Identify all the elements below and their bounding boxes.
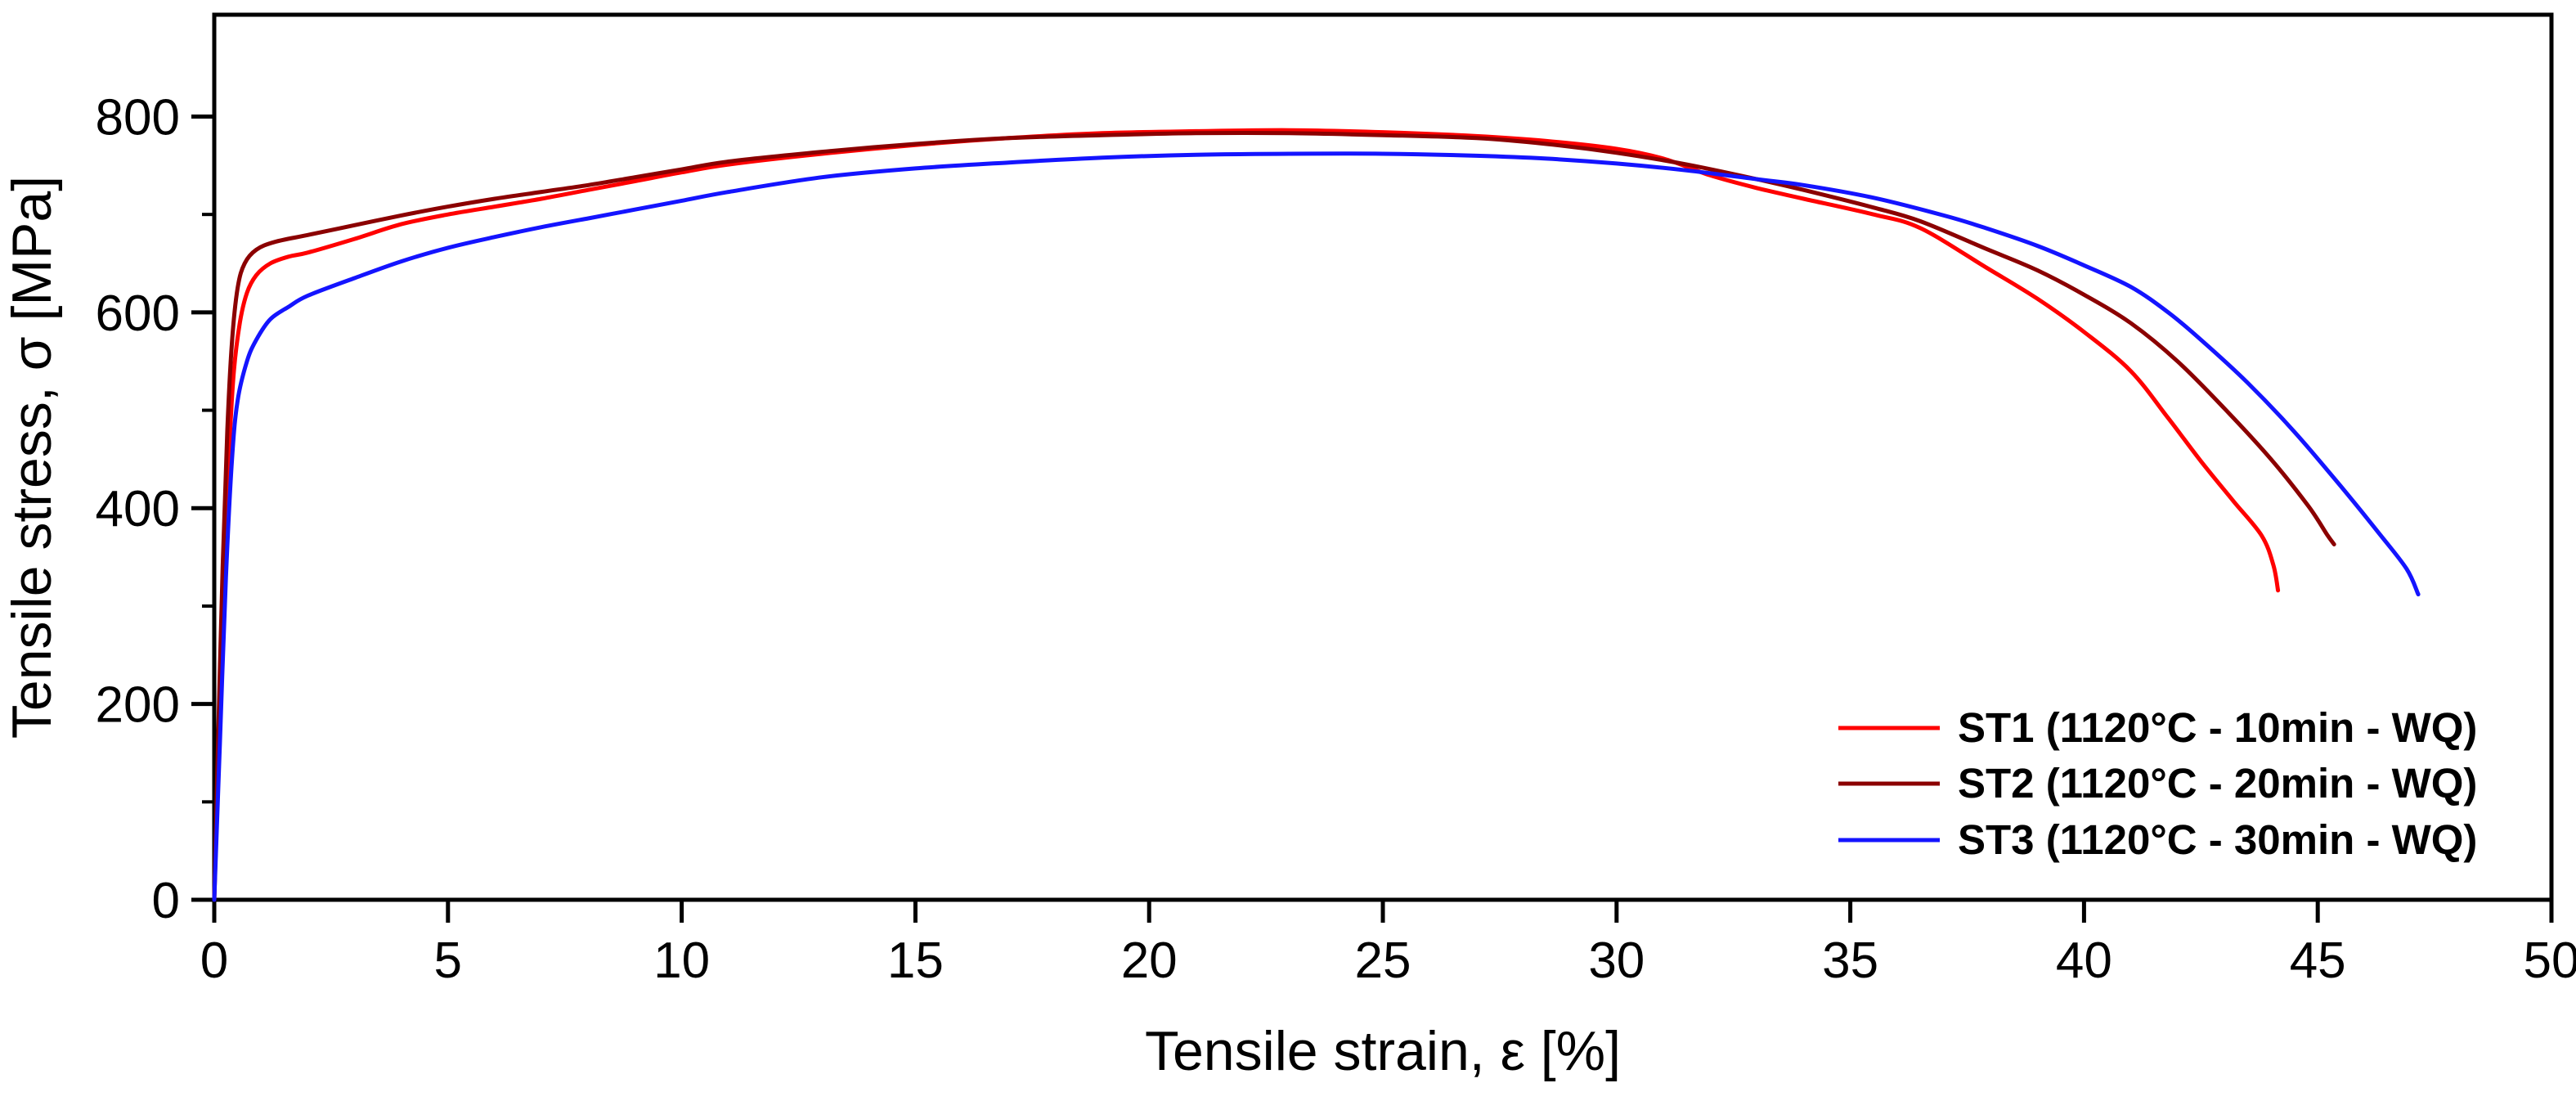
- x-axis-title: Tensile strain, ε [%]: [1145, 1020, 1621, 1082]
- x-tick-label: 25: [1355, 932, 1411, 989]
- y-tick-label: 800: [96, 89, 180, 146]
- x-tick-label: 30: [1588, 932, 1645, 989]
- series-line-st3: [212, 151, 2421, 902]
- x-tick-label: 5: [434, 932, 462, 989]
- y-tick-label: 200: [96, 677, 180, 734]
- y-tick-label: 0: [152, 873, 180, 929]
- x-tick-label: 50: [2524, 932, 2576, 989]
- y-tick-label: 400: [96, 481, 180, 537]
- x-tick-label: 45: [2290, 932, 2346, 989]
- x-tick-label: 10: [653, 932, 710, 989]
- x-tick-label: 0: [200, 932, 228, 989]
- x-tick-label: 35: [1822, 932, 1878, 989]
- y-tick-label: 600: [96, 285, 180, 342]
- legend-label-3: ST3 (1120°C - 30min - WQ): [1958, 816, 2477, 863]
- legend-label-2: ST2 (1120°C - 20min - WQ): [1958, 760, 2477, 807]
- y-axis-title: Tensile stress, σ [MPa]: [1, 176, 63, 739]
- series-line-st2: [212, 131, 2336, 902]
- x-tick-label: 40: [2056, 932, 2112, 989]
- x-tick-label: 15: [887, 932, 944, 989]
- x-tick-label: 20: [1121, 932, 1178, 989]
- legend-label-1: ST1 (1120°C - 10min - WQ): [1958, 704, 2477, 751]
